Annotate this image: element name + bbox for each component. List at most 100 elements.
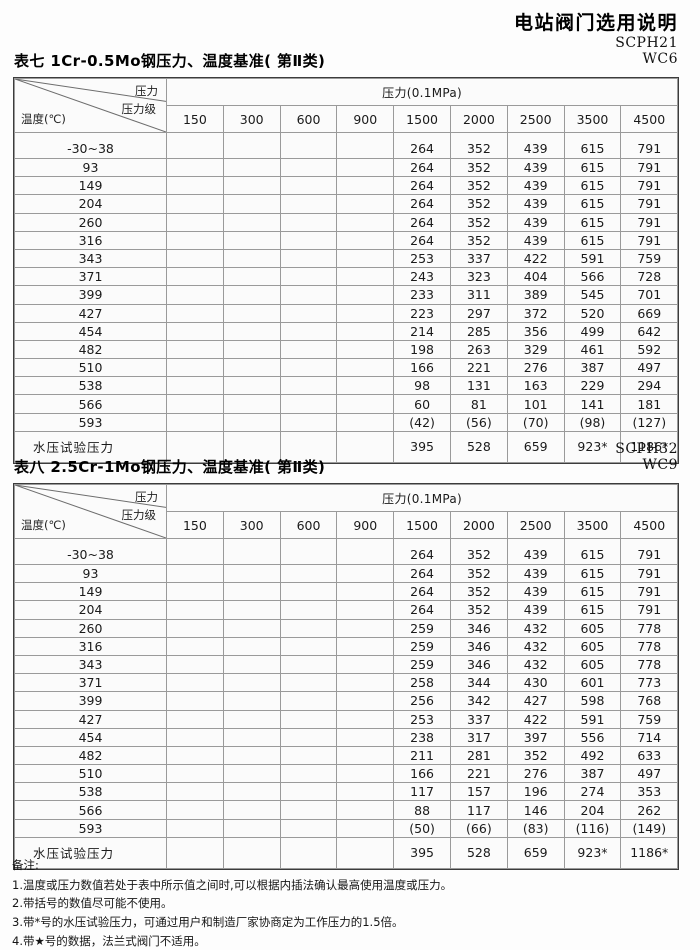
- empty-cell: [337, 213, 394, 231]
- empty-cell: [280, 539, 337, 565]
- pressure-value-cell: 397: [507, 728, 564, 746]
- pressure-value-cell: 592: [621, 340, 678, 358]
- empty-cell: [167, 133, 224, 159]
- pressure-value-cell: 352: [450, 177, 507, 195]
- pressure-value-cell: 337: [450, 710, 507, 728]
- temperature-cell: -30~38: [15, 539, 167, 565]
- empty-cell: [167, 783, 224, 801]
- empty-cell: [337, 674, 394, 692]
- pressure-value-cell: 356: [507, 322, 564, 340]
- empty-cell: [280, 322, 337, 340]
- temperature-cell: 399: [15, 286, 167, 304]
- pressure-value-cell: 88: [394, 801, 451, 819]
- pressure-value-cell: 276: [507, 359, 564, 377]
- table-section-8: 表八 2.5Cr-1Mo钢压力、温度基准( 第Ⅱ类) SCPH32 WC9: [14, 450, 678, 869]
- pressure-value-cell: 791: [621, 583, 678, 601]
- temperature-cell: 427: [15, 710, 167, 728]
- pressure-value-cell: 259: [394, 619, 451, 637]
- pressure-value-cell: 605: [564, 619, 621, 637]
- grade-line-1: SCPH21: [615, 36, 678, 52]
- pressure-value-cell: 432: [507, 637, 564, 655]
- temperature-cell: 427: [15, 304, 167, 322]
- empty-cell: [167, 674, 224, 692]
- pressure-value-cell: 605: [564, 655, 621, 673]
- col-head-600: 600: [280, 512, 337, 539]
- empty-cell: [223, 322, 280, 340]
- temperature-cell: 566: [15, 395, 167, 413]
- empty-cell: [337, 177, 394, 195]
- pressure-value-cell: 297: [450, 304, 507, 322]
- pressure-value-cell: 323: [450, 268, 507, 286]
- temperature-cell: 454: [15, 728, 167, 746]
- pressure-value-cell: 615: [564, 601, 621, 619]
- pressure-value-cell: 264: [394, 231, 451, 249]
- empty-cell: [337, 539, 394, 565]
- col-head-300: 300: [223, 106, 280, 133]
- col-head-2000: 2000: [450, 512, 507, 539]
- table-8-pressure-span-header: 压力(0.1MPa): [167, 485, 678, 512]
- empty-cell: [223, 783, 280, 801]
- empty-cell: [223, 655, 280, 673]
- pressure-value-cell: 329: [507, 340, 564, 358]
- empty-cell: [223, 583, 280, 601]
- empty-cell: [337, 268, 394, 286]
- pressure-value-cell: 791: [621, 133, 678, 159]
- empty-cell: [167, 819, 224, 837]
- empty-cell: [223, 304, 280, 322]
- pressure-value-cell: (50): [394, 819, 451, 837]
- pressure-value-cell: 221: [450, 765, 507, 783]
- pressure-value-cell: 439: [507, 195, 564, 213]
- empty-cell: [167, 601, 224, 619]
- pressure-value-cell: 778: [621, 637, 678, 655]
- pressure-value-cell: 352: [450, 231, 507, 249]
- empty-cell: [167, 377, 224, 395]
- pressure-value-cell: 615: [564, 231, 621, 249]
- empty-cell: [337, 413, 394, 431]
- empty-cell: [167, 746, 224, 764]
- pressure-value-cell: 615: [564, 159, 621, 177]
- pressure-value-cell: 591: [564, 249, 621, 267]
- grade-line-2: WC9: [615, 458, 678, 474]
- pressure-value-cell: 262: [621, 801, 678, 819]
- col-head-4500: 4500: [621, 512, 678, 539]
- empty-cell: [280, 783, 337, 801]
- pressure-value-cell: 439: [507, 159, 564, 177]
- pressure-value-cell: 243: [394, 268, 451, 286]
- pressure-value-cell: 253: [394, 710, 451, 728]
- page-title: 电站阀门选用说明: [514, 8, 678, 35]
- pressure-value-cell: 259: [394, 655, 451, 673]
- pressure-value-cell: 276: [507, 765, 564, 783]
- empty-cell: [167, 195, 224, 213]
- empty-cell: [223, 601, 280, 619]
- empty-cell: [337, 601, 394, 619]
- empty-cell: [337, 746, 394, 764]
- empty-cell: [167, 637, 224, 655]
- empty-cell: [280, 692, 337, 710]
- empty-cell: [280, 340, 337, 358]
- empty-cell: [223, 674, 280, 692]
- grade-line-2: WC6: [615, 52, 678, 68]
- empty-cell: [280, 377, 337, 395]
- pressure-value-cell: 759: [621, 249, 678, 267]
- table-7-grade-labels: SCPH21 WC6: [615, 36, 678, 67]
- pressure-value-cell: 352: [450, 213, 507, 231]
- temperature-cell: 482: [15, 340, 167, 358]
- empty-cell: [280, 710, 337, 728]
- table-section-7: 表七 1Cr-0.5Mo钢压力、温度基准( 第Ⅱ类) SCPH21 WC6: [14, 44, 678, 463]
- pressure-value-cell: 117: [450, 801, 507, 819]
- pressure-value-cell: 601: [564, 674, 621, 692]
- pressure-value-cell: 259: [394, 637, 451, 655]
- empty-cell: [280, 395, 337, 413]
- empty-cell: [167, 286, 224, 304]
